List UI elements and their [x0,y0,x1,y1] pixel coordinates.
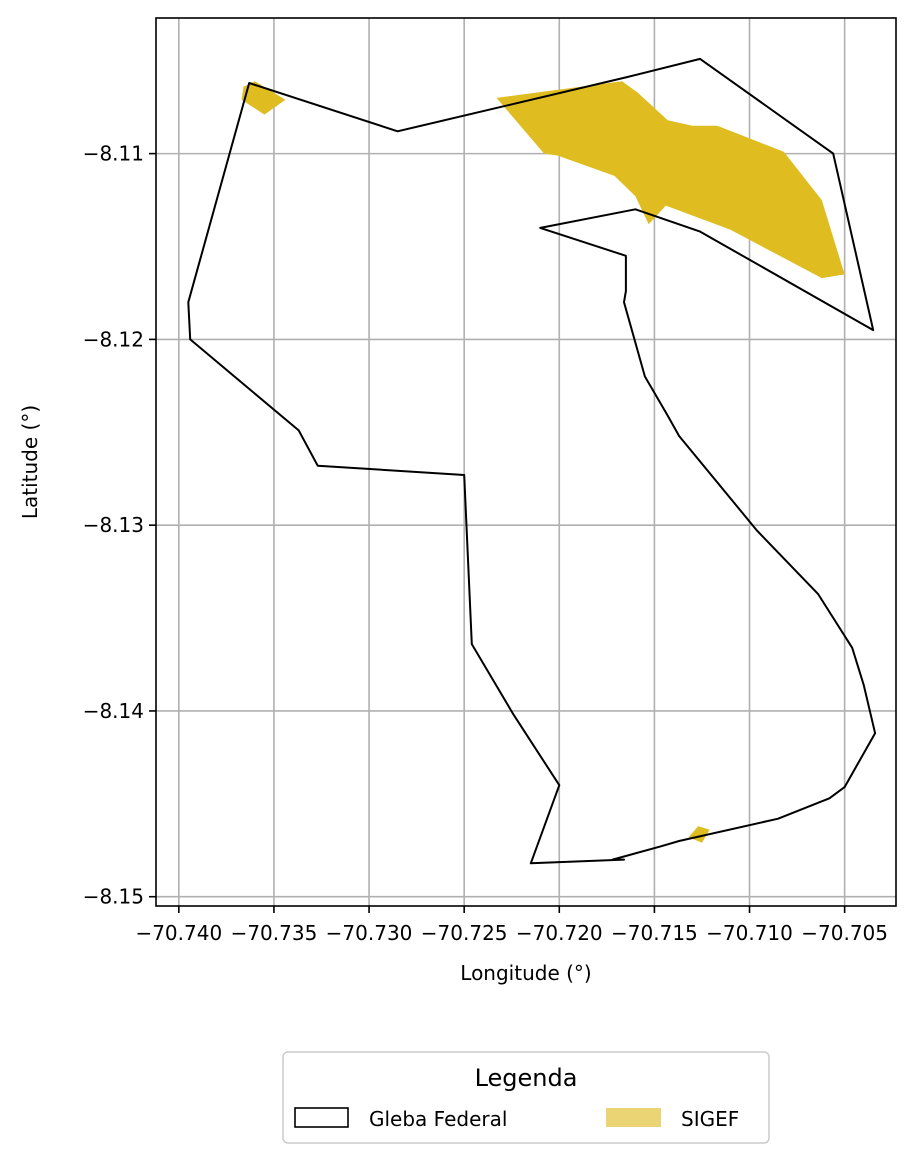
y-axis-ticks: −8.11 −8.12 −8.13 −8.14 −8.15 [83,142,156,909]
y-tick-label: −8.15 [83,885,144,909]
plot-frame [155,17,897,907]
x-tick-label: −70.720 [516,921,603,945]
y-axis-label: Latitude (°) [18,405,42,519]
y-tick-label: −8.13 [83,513,144,537]
x-tick-label: −70.740 [135,921,222,945]
y-tick-label: −8.12 [83,327,144,351]
y-tick-label: −8.14 [83,699,144,723]
legend-title: Legenda [475,1064,578,1092]
x-tick-label: −70.730 [326,921,413,945]
x-tick-label: −70.715 [611,921,698,945]
sigef-parcel [496,81,845,279]
gleba-federal-boundary [187,57,877,865]
legend-label-sigef: SIGEF [681,1107,739,1131]
gleba-federal-layer [187,57,877,865]
x-tick-label: −70.710 [706,921,793,945]
x-tick-label: −70.705 [801,921,888,945]
legend-swatch-gleba [294,1107,349,1128]
legend-swatch-sigef [606,1108,661,1127]
grid-lines [156,18,896,906]
sigef-layer [241,81,845,843]
legend: Legenda Gleba Federal SIGEF [282,1051,770,1144]
x-axis-label: Longitude (°) [460,961,591,985]
x-tick-label: −70.735 [231,921,318,945]
x-axis-ticks: −70.740 −70.735 −70.730 −70.725 −70.720 −70.7… [135,906,888,945]
sigef-parcel [241,81,286,115]
x-tick-label: −70.725 [421,921,508,945]
legend-label-gleba: Gleba Federal [369,1107,507,1131]
y-tick-label: −8.11 [83,142,144,166]
